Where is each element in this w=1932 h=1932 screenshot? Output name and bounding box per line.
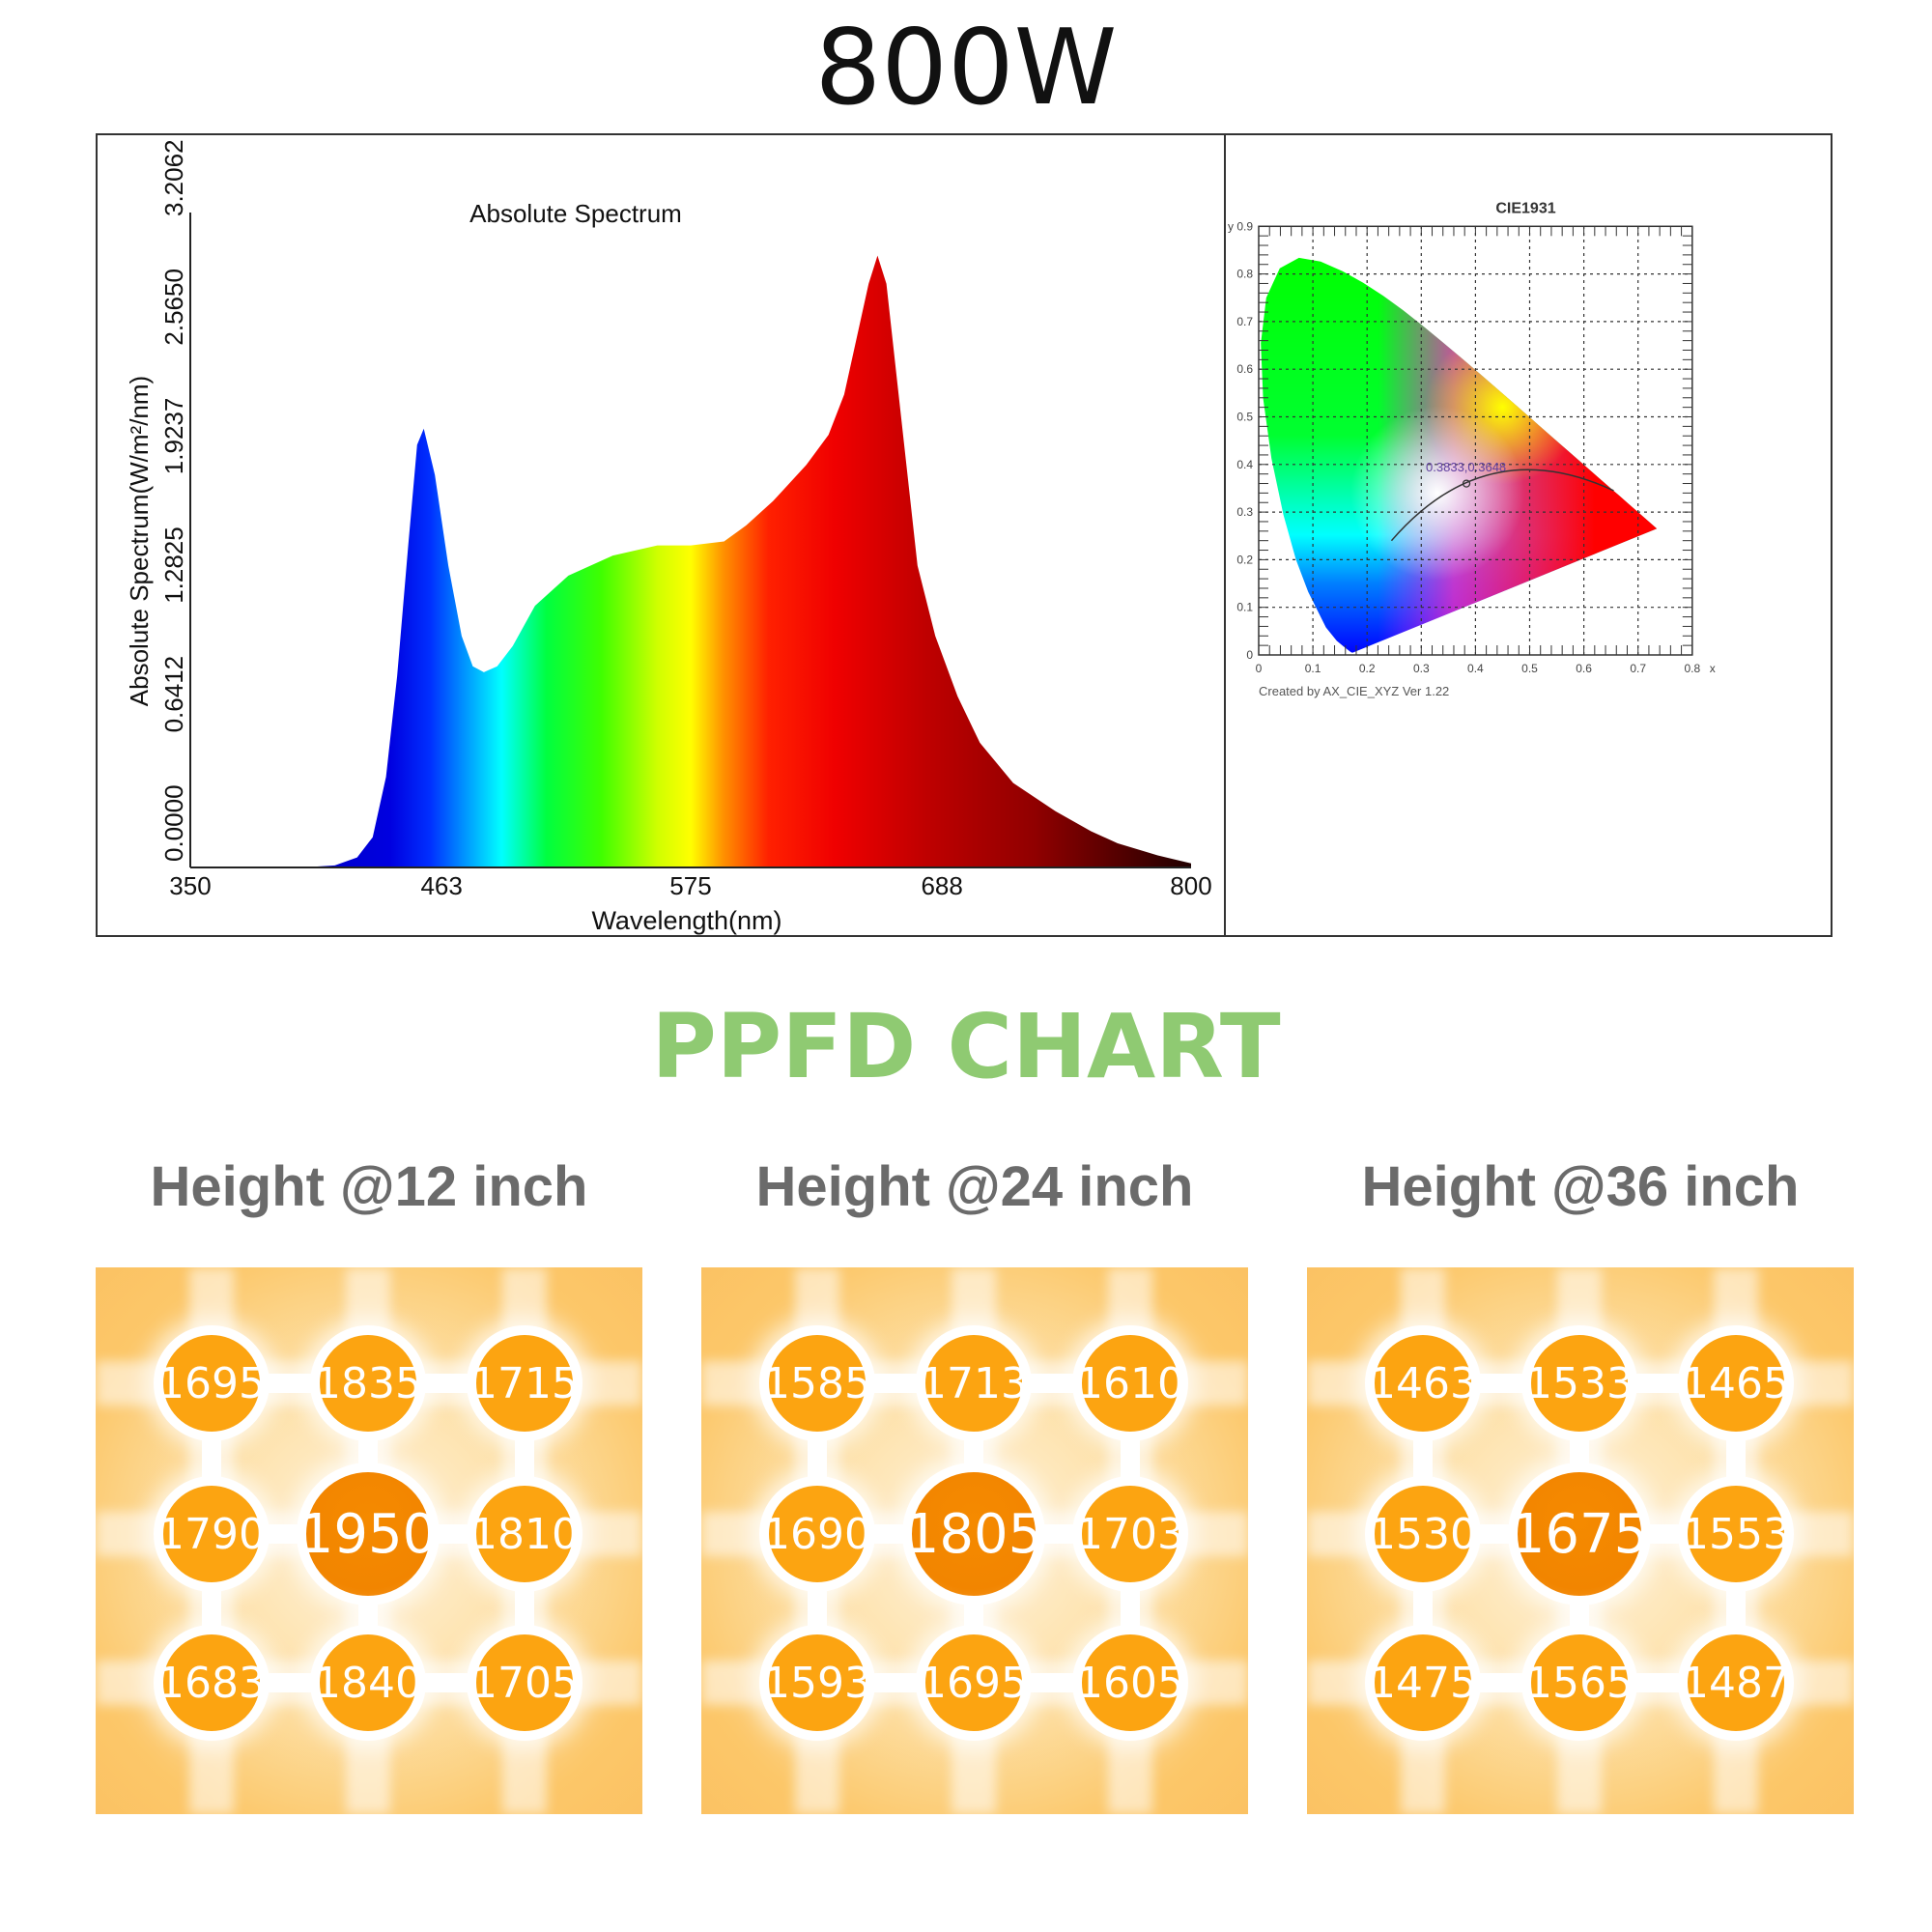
cie-chart: 0.3833,0.3648 0 0.1 0.2 0.3 0.4 0.5 0.6 0.7 0.8 0 0… [1224,133,1833,937]
ppfd-value: 1593 [759,1625,875,1741]
y-tick-label: 0 [1246,648,1253,662]
x-tick-label: 463 [420,871,462,900]
x-tick-label: 0.7 [1630,662,1646,675]
x-tick-label: 688 [921,871,962,900]
y-tick-label: 3.2062 [159,139,188,216]
height-label: Height @12 inch [150,1155,588,1218]
plot-frame [1258,225,1693,656]
height-label: Height @36 inch [1361,1155,1800,1218]
y-tick-label: 0.6412 [159,656,188,733]
y-tick-label: 0.8 [1236,268,1253,281]
y-tick-label: 1.2825 [159,526,188,604]
ppfd-grid-panel: 1695 1835 1715 1790 1950 1810 1683 1840 1705 [96,1267,642,1814]
y-tick-label: 0.6 [1236,362,1253,376]
ppfd-grid-panel: 1585 1713 1610 1690 1805 1703 1593 1695 1605 [701,1267,1248,1814]
y-tick-label: 1.9237 [159,398,188,475]
ppfd-value: 1840 [310,1625,426,1741]
ppfd-value: 1585 [759,1325,875,1441]
ppfd-value: 1790 [154,1476,270,1592]
ppfd-value-center: 1675 [1508,1463,1651,1605]
height-label: Height @24 inch [755,1155,1194,1218]
ppfd-value: 1487 [1678,1625,1794,1741]
x-tick-label: 0.1 [1305,662,1321,675]
y-tick-label: 0.7 [1236,315,1253,328]
ppfd-value: 1810 [467,1476,582,1592]
ppfd-value: 1705 [467,1625,582,1741]
x-tick-label: 0.8 [1684,662,1700,675]
ppfd-value: 1533 [1521,1325,1637,1441]
ppfd-value: 1475 [1365,1625,1481,1741]
ppfd-value: 1715 [467,1325,582,1441]
footer-credit: Created by AX_CIE_XYZ Ver 1.22 [1259,684,1449,698]
ppfd-title: PPFD CHART [651,995,1281,1098]
ppfd-value: 1605 [1072,1625,1188,1741]
ppfd-value: 1695 [916,1625,1032,1741]
y-tick-label: 0.5 [1236,411,1253,424]
ppfd-value: 1465 [1678,1325,1794,1441]
x-tick-label: 0.5 [1521,662,1538,675]
y-tick-label: 2.5650 [159,269,188,346]
spectrum-area [190,255,1191,868]
ppfd-value-center: 1950 [297,1463,440,1605]
ppfd-value: 1463 [1365,1325,1481,1441]
locus-white [1261,257,1658,653]
y-tick-label: 0.4 [1236,458,1253,471]
x-axis-label: Wavelength(nm) [591,906,781,935]
ppfd-value: 1695 [154,1325,270,1441]
x-tick-label: 0.4 [1467,662,1484,675]
ppfd-grid-panel: 1463 1533 1465 1530 1675 1553 1475 1565 1487 [1307,1267,1854,1814]
ppfd-value: 1703 [1072,1476,1188,1592]
chromaticity-point [1462,479,1471,488]
ppfd-value: 1610 [1072,1325,1188,1441]
y-tick-label: 0.1 [1236,601,1253,614]
chart-title: Absolute Spectrum [469,199,682,228]
planckian-locus [1390,469,1614,542]
page-title: 800W [814,8,1118,128]
y-tick-label: 0.9 [1236,219,1253,233]
spectrum-plot: 350 463 575 688 800 0.0000 0.6412 1.2825 1.9237 2… [125,139,1212,935]
x-tick-label: 575 [669,871,711,900]
x-tick-label: 800 [1170,871,1211,900]
ppfd-value: 1835 [310,1325,426,1441]
point-label: 0.3833,0.3648 [1426,460,1506,474]
x-axis-label: x [1710,662,1716,675]
ppfd-value: 1553 [1678,1476,1794,1592]
x-tick-label: 0 [1256,662,1263,675]
x-tick-label: 0.2 [1359,662,1376,675]
y-tick-label: 0.0000 [159,784,188,862]
y-axis-label: y [1228,219,1234,233]
spectrum-chart: 350 463 575 688 800 0.0000 0.6412 1.2825 1.9237 2… [96,133,1226,937]
chart-title: CIE1931 [1495,200,1555,216]
ppfd-value: 1683 [154,1625,270,1741]
ppfd-value: 1565 [1521,1625,1637,1741]
ppfd-value: 1690 [759,1476,875,1592]
locus-fill [1261,257,1658,653]
ppfd-value: 1713 [916,1325,1032,1441]
x-tick-label: 350 [169,871,211,900]
x-tick-label: 0.6 [1576,662,1592,675]
ppfd-value: 1530 [1365,1476,1481,1592]
cie-plot: 0.3833,0.3648 0 0.1 0.2 0.3 0.4 0.5 0.6 0.7 0.8 0 0… [1228,200,1716,698]
ppfd-value-center: 1805 [902,1463,1045,1605]
y-tick-label: 0.3 [1236,505,1253,519]
y-tick-label: 0.2 [1236,553,1253,566]
x-tick-label: 0.3 [1413,662,1430,675]
y-axis-label: Absolute Spectrum(W/m²/nm) [125,376,154,706]
